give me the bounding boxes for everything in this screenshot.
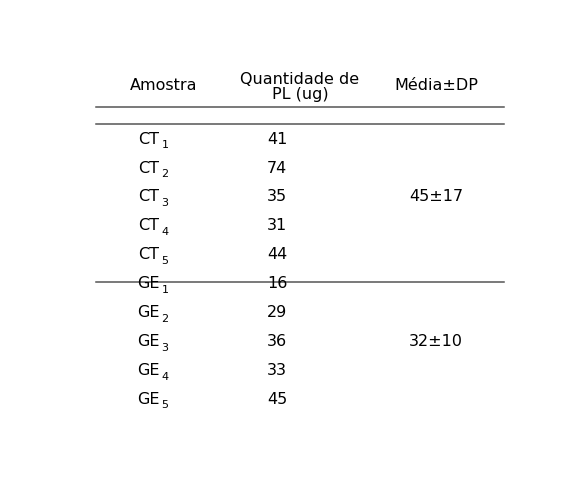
Text: GE: GE [137, 392, 159, 407]
Text: 1: 1 [161, 140, 168, 150]
Text: Média±DP: Média±DP [394, 79, 478, 93]
Text: 3: 3 [161, 198, 168, 208]
Text: 4: 4 [161, 371, 168, 381]
Text: CT: CT [138, 247, 159, 262]
Text: 16: 16 [267, 276, 287, 291]
Text: 4: 4 [161, 227, 168, 237]
Text: 44: 44 [267, 247, 287, 262]
Text: 41: 41 [267, 132, 287, 147]
Text: 3: 3 [161, 343, 168, 353]
Text: 1: 1 [161, 285, 168, 295]
Text: 33: 33 [267, 363, 287, 378]
Text: CT: CT [138, 190, 159, 205]
Text: GE: GE [137, 305, 159, 320]
Text: Amostra: Amostra [130, 79, 198, 93]
Text: 45±17: 45±17 [409, 190, 463, 205]
Text: GE: GE [137, 363, 159, 378]
Text: 2: 2 [161, 314, 168, 324]
Text: 35: 35 [267, 190, 287, 205]
Text: CT: CT [138, 161, 159, 175]
Text: 36: 36 [267, 334, 287, 349]
Text: GE: GE [137, 334, 159, 349]
Text: 74: 74 [267, 161, 287, 175]
Text: 5: 5 [161, 401, 168, 411]
Text: CT: CT [138, 218, 159, 233]
Text: 31: 31 [267, 218, 287, 233]
Text: GE: GE [137, 276, 159, 291]
Text: CT: CT [138, 132, 159, 147]
Text: 45: 45 [267, 392, 287, 407]
Text: 5: 5 [161, 256, 168, 266]
Text: 2: 2 [161, 169, 168, 179]
Text: Quantidade de: Quantidade de [240, 72, 359, 86]
Text: PL (ug): PL (ug) [271, 87, 328, 102]
Text: 32±10: 32±10 [409, 334, 463, 349]
Text: 29: 29 [267, 305, 287, 320]
